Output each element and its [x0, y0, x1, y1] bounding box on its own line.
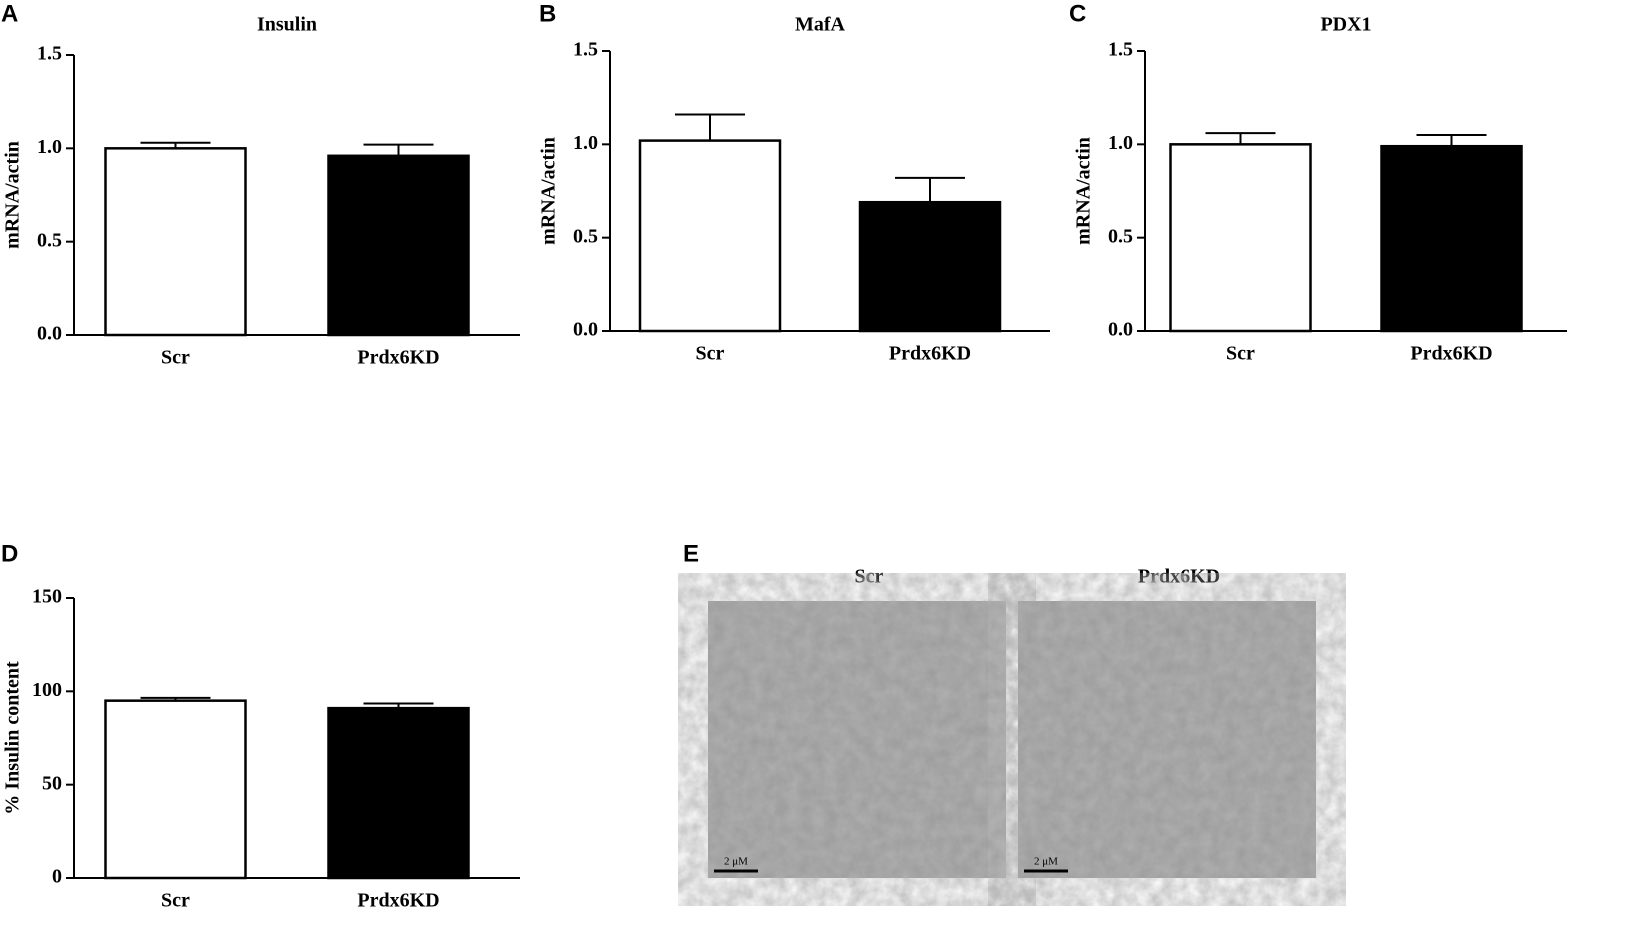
y-tick-label: 100 — [32, 679, 62, 701]
y-tick-label: 50 — [42, 772, 62, 794]
bar — [327, 154, 470, 337]
y-tick-label: 0.5 — [573, 225, 598, 247]
y-axis-label: mRNA/actin — [1073, 137, 1095, 245]
micrograph-texture — [708, 601, 1006, 878]
x-tick-label: Scr — [161, 347, 190, 369]
bar — [1380, 144, 1523, 333]
chart-title: PDX1 — [1320, 14, 1371, 36]
micrograph-texture — [1018, 601, 1316, 878]
bar — [638, 139, 782, 333]
x-tick-label: Scr — [161, 890, 190, 912]
bar — [1169, 143, 1312, 333]
scale-label: 2 μM — [724, 856, 748, 868]
bar — [104, 699, 247, 880]
image-title: Prdx6KD — [1138, 566, 1220, 588]
bar — [858, 200, 1002, 333]
x-tick-label: Scr — [696, 343, 725, 365]
y-tick-label: 0.5 — [37, 229, 62, 251]
panel-letter: B — [539, 0, 556, 27]
y-tick-label: 0.0 — [37, 323, 62, 345]
panel-letter: A — [1, 0, 18, 27]
scale-label: 2 μM — [1034, 856, 1058, 868]
y-axis-label: mRNA/actin — [538, 137, 560, 245]
x-tick-label: Prdx6KD — [357, 890, 439, 912]
y-tick-label: 1.0 — [1108, 132, 1133, 154]
panel-letter: C — [1069, 0, 1086, 27]
y-tick-label: 150 — [32, 586, 62, 608]
image-title: Scr — [855, 566, 884, 588]
x-tick-label: Prdx6KD — [889, 343, 971, 365]
y-tick-label: 1.5 — [1108, 39, 1133, 61]
y-tick-label: 0.0 — [1108, 319, 1133, 341]
bar — [327, 706, 470, 880]
x-tick-label: Scr — [1226, 343, 1255, 365]
y-tick-label: 1.5 — [573, 39, 598, 61]
y-tick-label: 0 — [52, 866, 62, 888]
panel-letter: E — [683, 540, 699, 567]
x-tick-label: Prdx6KD — [1410, 343, 1492, 365]
y-tick-label: 1.0 — [37, 136, 62, 158]
y-axis-label: % Insulin content — [2, 661, 24, 815]
panel-letter: D — [1, 540, 18, 567]
chart-title: Insulin — [257, 14, 317, 36]
y-tick-label: 1.5 — [37, 43, 62, 65]
x-tick-label: Prdx6KD — [357, 347, 439, 369]
chart-title: MafA — [795, 14, 846, 36]
y-tick-label: 0.5 — [1108, 225, 1133, 247]
y-tick-label: 0.0 — [573, 319, 598, 341]
bar — [104, 147, 247, 337]
y-tick-label: 1.0 — [573, 132, 598, 154]
y-axis-label: mRNA/actin — [2, 141, 24, 249]
